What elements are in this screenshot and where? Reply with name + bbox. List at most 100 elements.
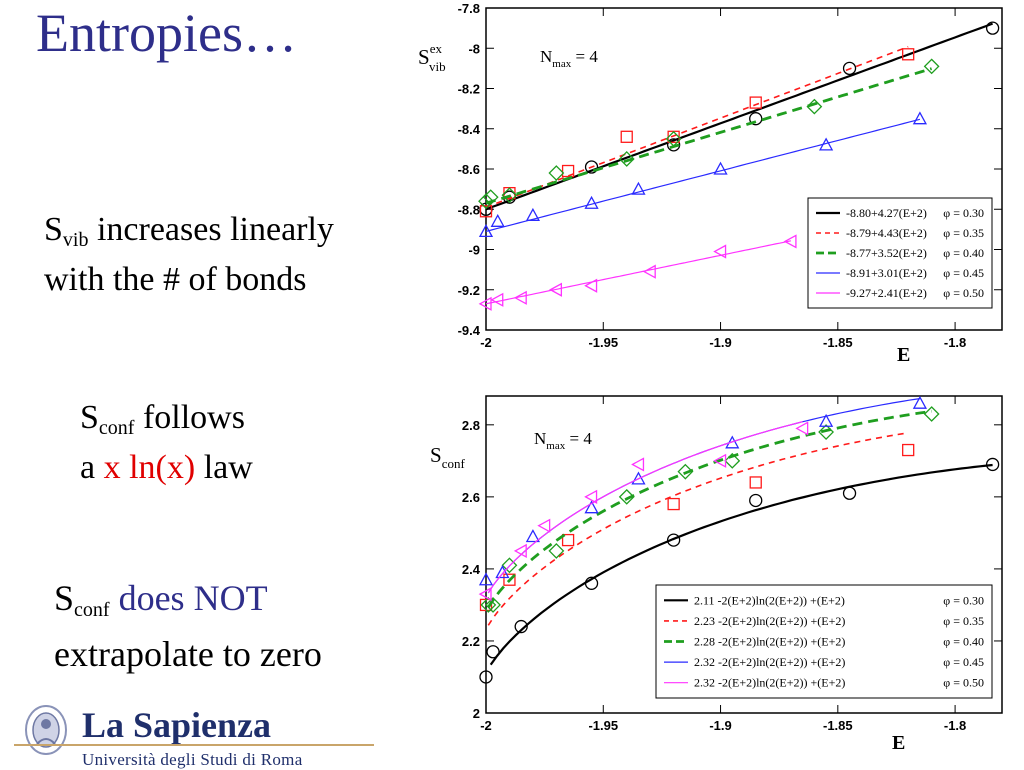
data-point [561,533,575,547]
x-tick-label: -1.8 [944,335,966,350]
y-axis-label-sub: conf [442,456,466,471]
data-point [478,193,494,210]
data-point [724,452,741,469]
data-point [486,645,500,659]
series-2 [479,46,915,218]
y-tick-label: 2.6 [462,490,480,505]
data-point [902,443,915,457]
data-point [985,457,1000,472]
data-point [912,111,928,125]
series-5 [478,234,797,311]
x-tick-label: -2 [480,335,492,350]
data-point [478,587,492,602]
data-point [495,565,510,579]
data-point [713,453,727,468]
nmax-annotation-sub: max [552,58,571,70]
x-tick-label: -1.9 [709,718,731,733]
data-point [902,48,915,61]
logo-subtitle: Università degli Studi di Roma [82,750,303,769]
legend-phi: φ = 0.35 [943,614,984,628]
data-point [818,137,834,151]
data-point [584,160,599,174]
data-point [842,486,857,500]
seal-icon [25,705,67,755]
bullet-sconf-zero-symbol: S [54,578,75,618]
data-point [501,187,518,204]
series-3 [478,58,940,210]
data-point [479,205,493,218]
y-axis-label-sub: vib [429,59,446,74]
y-axis-label: Sconf [430,443,465,471]
y-tick-label: -9.4 [458,323,481,338]
data-point [749,96,762,109]
data-point [513,543,527,558]
y-axis-label: Sex vib [418,41,446,74]
y-tick-label: -8.2 [458,82,480,97]
bullet-sconf-zero-subscript: conf [74,599,110,621]
legend-phi: φ = 0.40 [943,246,984,260]
data-point [985,21,1000,35]
series-1 [479,457,1000,684]
data-point [479,670,493,684]
fit-line [485,46,909,208]
legend: 2.11 -2(E+2)ln(2(E+2)) +(E+2) φ = 0.30 2.2… [655,584,993,699]
bullet-sconf-line2a: a [80,449,104,486]
fit-line [485,67,933,205]
legend-phi: φ = 0.50 [943,286,984,300]
series-4 [478,111,928,238]
data-point [480,597,497,613]
slide-title: Entropies… [36,3,297,63]
legend-phi: φ = 0.35 [943,226,984,240]
data-point [584,500,599,514]
x-tick-label: -1.85 [823,335,853,350]
legend-box [807,197,993,309]
legend-label: 2.23 -2(E+2)ln(2(E+2)) +(E+2) [694,614,845,628]
data-point [548,542,565,559]
legend-label: -8.80+4.27(E+2) [846,206,927,220]
fit-line [485,240,792,305]
data-point [806,98,823,115]
data-point [478,224,494,238]
data-point [666,138,681,152]
legend-phi: φ = 0.30 [943,593,984,607]
data-point [749,476,762,489]
data-point [537,518,551,533]
x-tick-label: -1.95 [588,718,618,733]
legend-label: -9.27+2.41(E+2) [846,286,927,300]
legend: -8.80+4.27(E+2) φ = 0.30 -8.79+4.43(E+2) φ … [807,197,993,309]
data-point [713,244,727,259]
y-tick-label: 2 [473,706,480,721]
data-point [478,296,492,311]
data-point [818,413,834,427]
legend-label: -8.91+3.01(E+2) [846,266,927,280]
bullet-svib-text: increases linearly [88,211,334,248]
bullet-sconf-symbol: S [80,399,99,436]
data-point [490,213,505,227]
bullet-svib: Svib increases linearly with the # of bo… [44,210,334,300]
x-tick-label: -2 [480,718,492,733]
bullet-svib-line2: with the # of bonds [44,261,307,298]
data-point [482,189,499,206]
legend-phi: φ = 0.50 [943,676,984,690]
logo-divider [14,744,374,746]
fit-line [487,421,803,594]
data-point [749,493,763,508]
data-point [561,164,575,178]
bullet-sconf-law: Sconf follows a x ln(x) law [80,398,253,488]
series-2 [479,432,915,626]
data-point [584,576,599,590]
data-point [525,529,541,543]
legend-phi: φ = 0.30 [943,206,984,220]
legend-phi: φ = 0.40 [943,635,984,649]
x-tick-label: -1.8 [944,718,966,733]
legend-label: -8.79+4.43(E+2) [846,226,927,240]
series-3 [480,406,940,613]
x-axis-label: E [897,344,910,366]
data-point [642,264,656,279]
fit-line [487,409,932,609]
data-point [548,165,565,181]
data-point [525,207,541,221]
data-point [584,195,599,209]
nmax-annotation-rest: = 4 [565,429,592,448]
